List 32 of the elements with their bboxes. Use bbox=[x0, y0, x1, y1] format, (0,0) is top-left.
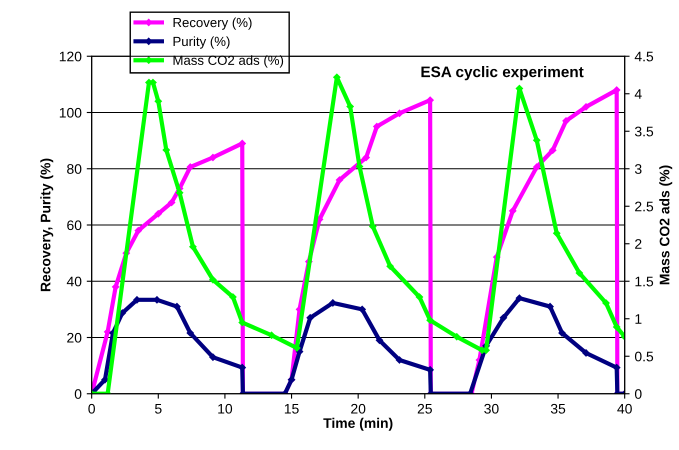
x-axis-title: Time (min) bbox=[323, 418, 392, 431]
legend-label: Purity (%) bbox=[174, 36, 230, 49]
x-tick-label: 15 bbox=[284, 404, 299, 414]
x-tick-label: 20 bbox=[351, 404, 366, 414]
x-tick-label: 35 bbox=[550, 404, 566, 414]
y-tick-label: 40 bbox=[66, 276, 82, 286]
y-tick-label: 0 bbox=[74, 389, 82, 399]
legend-label: Recovery (%) bbox=[174, 18, 252, 30]
y2-tick-label: 3 bbox=[634, 164, 642, 174]
y-tick-label: 60 bbox=[67, 220, 82, 230]
y2-tick-label: 4.5 bbox=[634, 52, 654, 62]
y-tick-label: 120 bbox=[60, 52, 82, 62]
y-axis-title: Recovery, Purity (%) bbox=[40, 158, 54, 292]
y-tick-label: 80 bbox=[67, 164, 82, 174]
y2-tick-label: 2.5 bbox=[635, 202, 654, 212]
y2-tick-label: 0.5 bbox=[634, 352, 654, 362]
y2-tick-label: 1 bbox=[635, 314, 642, 324]
y2-tick-label: 2 bbox=[635, 239, 642, 249]
y-tick-label: 100 bbox=[60, 108, 82, 118]
x-tick-label: 10 bbox=[218, 404, 232, 414]
y2-axis-title: Mass CO2 ads (%) bbox=[659, 165, 672, 284]
x-tick-label: 25 bbox=[418, 404, 432, 414]
x-tick-label: 40 bbox=[617, 404, 632, 414]
y2-tick-label: 0 bbox=[634, 389, 642, 399]
y2-tick-label: 3.5 bbox=[634, 126, 654, 136]
y2-tick-label: 4 bbox=[634, 89, 642, 99]
y2-tick-label: 1.5 bbox=[635, 276, 654, 286]
x-tick-label: 30 bbox=[484, 404, 499, 414]
x-tick-label: 0 bbox=[88, 404, 95, 414]
y-tick-label: 20 bbox=[67, 332, 82, 343]
text: ESA cyclic experiment bbox=[421, 66, 584, 80]
x-tick-label: 5 bbox=[154, 404, 162, 414]
